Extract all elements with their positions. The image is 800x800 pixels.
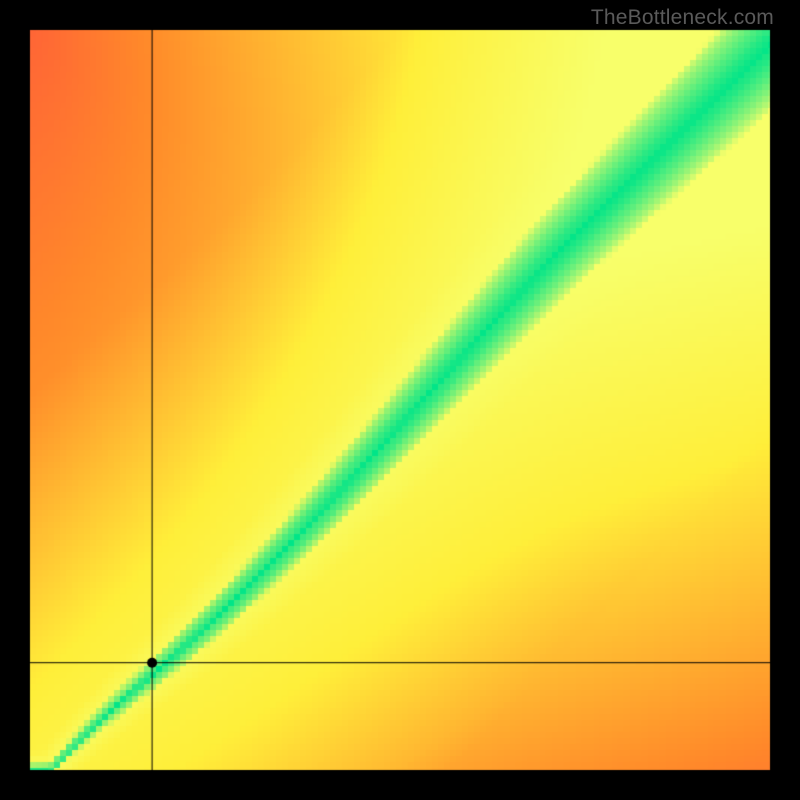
watermark-text: TheBottleneck.com (591, 6, 774, 30)
chart-container: TheBottleneck.com (0, 0, 800, 800)
bottleneck-heatmap-canvas (0, 0, 800, 800)
